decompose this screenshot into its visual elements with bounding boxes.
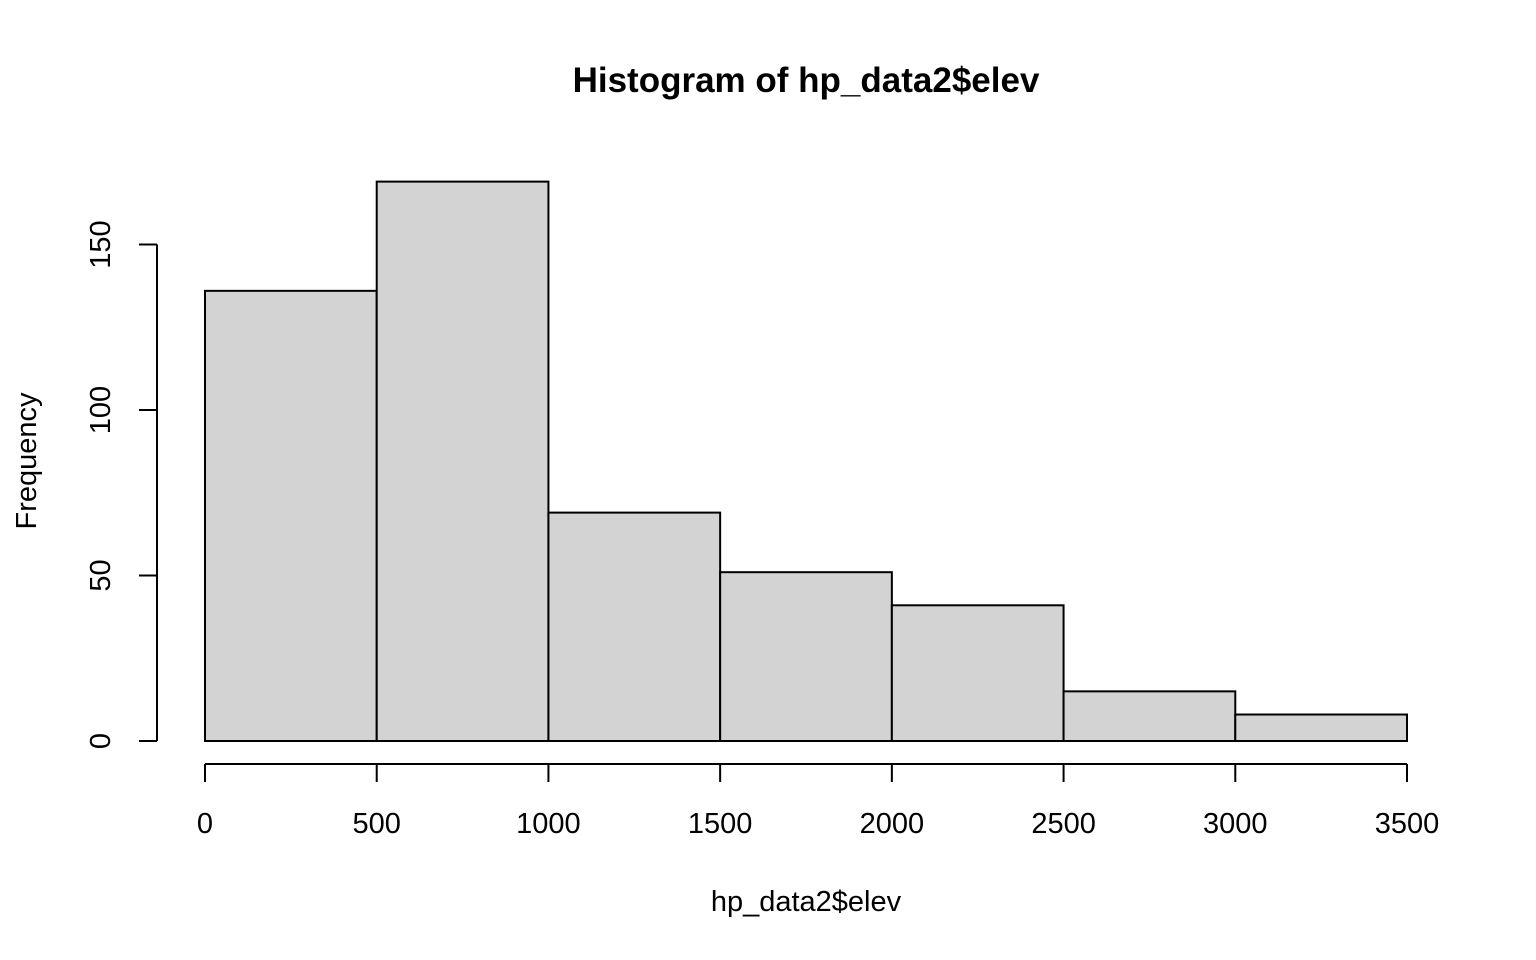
y-tick-label-0: 0 — [85, 733, 117, 749]
histogram-bar-5 — [890, 604, 1065, 742]
x-tick-label-500: 500 — [353, 808, 401, 840]
x-tick-label-2000: 2000 — [860, 808, 925, 840]
x-tick-label-3000: 3000 — [1203, 808, 1268, 840]
y-axis-label: Frequency — [11, 392, 43, 530]
histogram-bar-3 — [547, 511, 722, 742]
y-axis: 0 50 100 150 — [85, 220, 158, 749]
histogram-bar-7 — [1234, 713, 1409, 743]
x-tick-label-1000: 1000 — [516, 808, 581, 840]
histogram-bar-1 — [204, 289, 378, 742]
x-tick-label-3500: 3500 — [1375, 808, 1440, 840]
x-axis: 0 500 1000 1500 2000 2500 3000 3500 — [197, 763, 1440, 840]
histogram-bar-2 — [375, 180, 550, 743]
x-tick-label-0: 0 — [197, 808, 213, 840]
x-axis-label: hp_data2$elev — [711, 886, 902, 918]
y-tick-label-150: 150 — [85, 220, 117, 268]
histogram-bar-4 — [719, 571, 893, 742]
x-tick-label-2500: 2500 — [1031, 808, 1096, 840]
y-tick-label-100: 100 — [85, 386, 117, 434]
chart-title: Histogram of hp_data2$elev — [573, 61, 1040, 100]
histogram-bars — [204, 180, 1409, 743]
x-tick-label-1500: 1500 — [688, 808, 753, 840]
histogram-bar-6 — [1062, 690, 1237, 742]
y-tick-label-50: 50 — [85, 559, 117, 591]
